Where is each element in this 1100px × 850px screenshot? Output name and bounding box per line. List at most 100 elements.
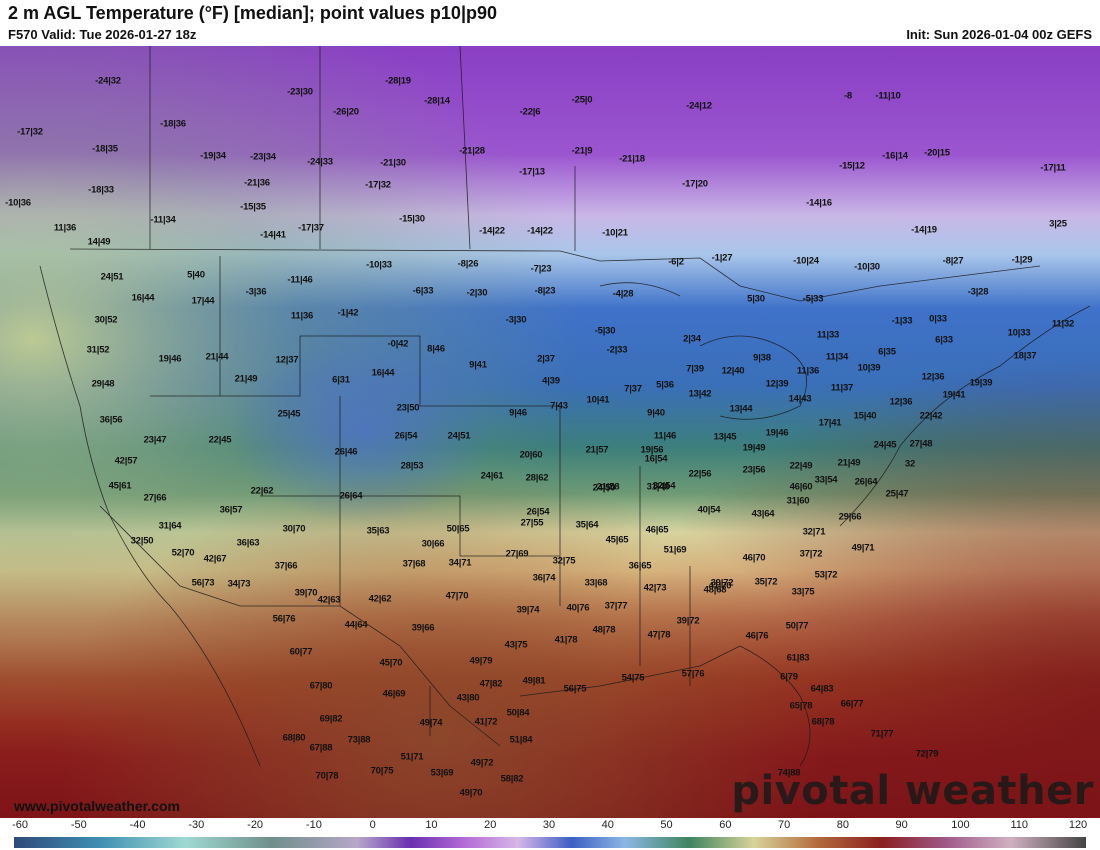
point-value-label: -1|27 bbox=[711, 252, 733, 264]
point-value-label: 37|66 bbox=[274, 560, 298, 572]
point-value-label: 39|72 bbox=[710, 577, 734, 589]
point-value-label: -3|28 bbox=[967, 286, 989, 298]
point-value-label: 56|76 bbox=[272, 613, 296, 625]
point-value-label: 0|33 bbox=[929, 313, 947, 325]
point-value-label: 16|44 bbox=[131, 292, 155, 304]
point-value-label: -18|35 bbox=[92, 143, 118, 155]
point-value-label: 11|34 bbox=[825, 351, 849, 363]
point-value-label: 47|82 bbox=[479, 678, 503, 690]
point-value-label: 11|36 bbox=[290, 310, 314, 322]
point-value-label: 9|38 bbox=[753, 352, 771, 364]
point-value-label: 13|45 bbox=[713, 431, 737, 443]
point-value-label: -21|18 bbox=[619, 153, 645, 165]
point-value-label: 13|42 bbox=[688, 388, 712, 400]
point-value-label: -24|32 bbox=[95, 75, 121, 87]
point-value-label: 30|70 bbox=[282, 523, 306, 535]
point-value-label: 19|39 bbox=[969, 377, 993, 389]
point-value-label: 2|34 bbox=[683, 333, 701, 345]
scale-tick-label: -10 bbox=[305, 819, 322, 831]
point-value-label: 35|63 bbox=[366, 525, 390, 537]
point-value-label: -6|33 bbox=[412, 285, 434, 297]
point-value-label: -20|15 bbox=[924, 147, 950, 159]
point-value-label: 41|78 bbox=[554, 634, 578, 646]
point-value-label: 11|33 bbox=[816, 329, 840, 341]
point-value-label: 16|44 bbox=[371, 367, 395, 379]
website-label[interactable]: www.pivotalweather.com bbox=[14, 798, 180, 814]
point-value-label: -1|33 bbox=[891, 315, 913, 327]
point-value-label: 23|56 bbox=[742, 464, 766, 476]
point-value-label: 22|62 bbox=[250, 485, 274, 497]
point-value-label: -14|22 bbox=[527, 225, 553, 237]
scale-tick-labels: -60 -50 -40 -30 -20 -10 0 10 20 30 40 50 60 70 80 90 100… bbox=[0, 818, 1100, 834]
point-value-label: -0|42 bbox=[387, 338, 409, 350]
point-value-label: -21|9 bbox=[571, 145, 593, 157]
point-value-label: -18|33 bbox=[88, 184, 114, 196]
point-value-label: 67|88 bbox=[309, 742, 333, 754]
point-value-label: -10|21 bbox=[602, 227, 628, 239]
point-value-label: -23|30 bbox=[287, 86, 313, 98]
point-value-label: 14|43 bbox=[788, 393, 812, 405]
point-value-label: 23|47 bbox=[143, 434, 167, 446]
point-value-label: 50|77 bbox=[785, 620, 809, 632]
point-value-label: 18|37 bbox=[1013, 350, 1037, 362]
scale-tick-label: 0 bbox=[369, 819, 376, 831]
point-value-label: 12|39 bbox=[765, 378, 789, 390]
point-value-label: 39|70 bbox=[294, 587, 318, 599]
point-value-label: 6|31 bbox=[332, 374, 350, 386]
point-value-label: 30|52 bbox=[94, 314, 118, 326]
point-value-label: 51|69 bbox=[663, 544, 687, 556]
point-value-label: -10|30 bbox=[854, 261, 880, 273]
point-value-label: 36|65 bbox=[628, 560, 652, 572]
point-value-label: 7|37 bbox=[624, 383, 642, 395]
point-value-label: 9|41 bbox=[469, 359, 487, 371]
point-value-label: 42|62 bbox=[368, 593, 392, 605]
point-value-label: -11|46 bbox=[287, 274, 313, 286]
point-value-label: 2|37 bbox=[537, 353, 555, 365]
point-value-label: 37|77 bbox=[604, 600, 628, 612]
point-value-label: 31|64 bbox=[158, 520, 182, 532]
point-value-label: -5|30 bbox=[594, 325, 616, 337]
point-value-label: -15|35 bbox=[240, 201, 266, 213]
point-value-label: -17|32 bbox=[365, 179, 391, 191]
point-value-label: 9|40 bbox=[647, 407, 665, 419]
point-value-label: 54|75 bbox=[621, 672, 645, 684]
point-value-label: -11|10 bbox=[875, 90, 901, 102]
point-value-label: 13|44 bbox=[729, 403, 753, 415]
point-value-label: 27|48 bbox=[909, 438, 933, 450]
point-value-label: 74|88 bbox=[777, 767, 801, 779]
point-value-label: 61|83 bbox=[786, 652, 810, 664]
point-value-label: 65|78 bbox=[789, 700, 813, 712]
point-value-label: -14|16 bbox=[806, 197, 832, 209]
point-value-label: 12|37 bbox=[275, 354, 299, 366]
point-value-label: 22|49 bbox=[789, 460, 813, 472]
point-value-label: 21|58 bbox=[596, 481, 620, 493]
point-value-label: 66|77 bbox=[840, 698, 864, 710]
point-value-label: 5|40 bbox=[187, 269, 205, 281]
point-value-label: -21|36 bbox=[244, 177, 270, 189]
point-value-label: 69|82 bbox=[319, 713, 343, 725]
point-value-label: 46|69 bbox=[382, 688, 406, 700]
point-value-label: 46|70 bbox=[742, 552, 766, 564]
point-value-label: 34|71 bbox=[448, 557, 472, 569]
point-value-label: 40|54 bbox=[697, 504, 721, 516]
point-value-label: 68|78 bbox=[811, 716, 835, 728]
point-value-label: 19|56 bbox=[640, 444, 664, 456]
point-value-label: -14|41 bbox=[260, 229, 286, 241]
point-value-label: 12|40 bbox=[721, 365, 745, 377]
scale-tick-label: 70 bbox=[777, 819, 791, 831]
point-value-label: 8|46 bbox=[427, 343, 445, 355]
scale-tick-label: 10 bbox=[425, 819, 438, 831]
point-value-label: 22|56 bbox=[688, 468, 712, 480]
point-value-label: 19|49 bbox=[742, 442, 766, 454]
point-value-label: 31|60 bbox=[786, 495, 810, 507]
point-value-label: 11|36 bbox=[53, 222, 77, 234]
point-value-label: 11|46 bbox=[653, 430, 677, 442]
point-value-label: 7|43 bbox=[550, 400, 568, 412]
point-value-label: -22|6 bbox=[519, 106, 541, 118]
point-value-label: -8|27 bbox=[942, 255, 964, 267]
point-value-label: -10|24 bbox=[793, 255, 819, 267]
point-value-label: 39|66 bbox=[411, 622, 435, 634]
point-value-label: 16|54 bbox=[644, 453, 668, 465]
scale-tick-label: 50 bbox=[660, 819, 673, 831]
header: 2 m AGL Temperature (°F) [median]; point… bbox=[0, 0, 1100, 46]
